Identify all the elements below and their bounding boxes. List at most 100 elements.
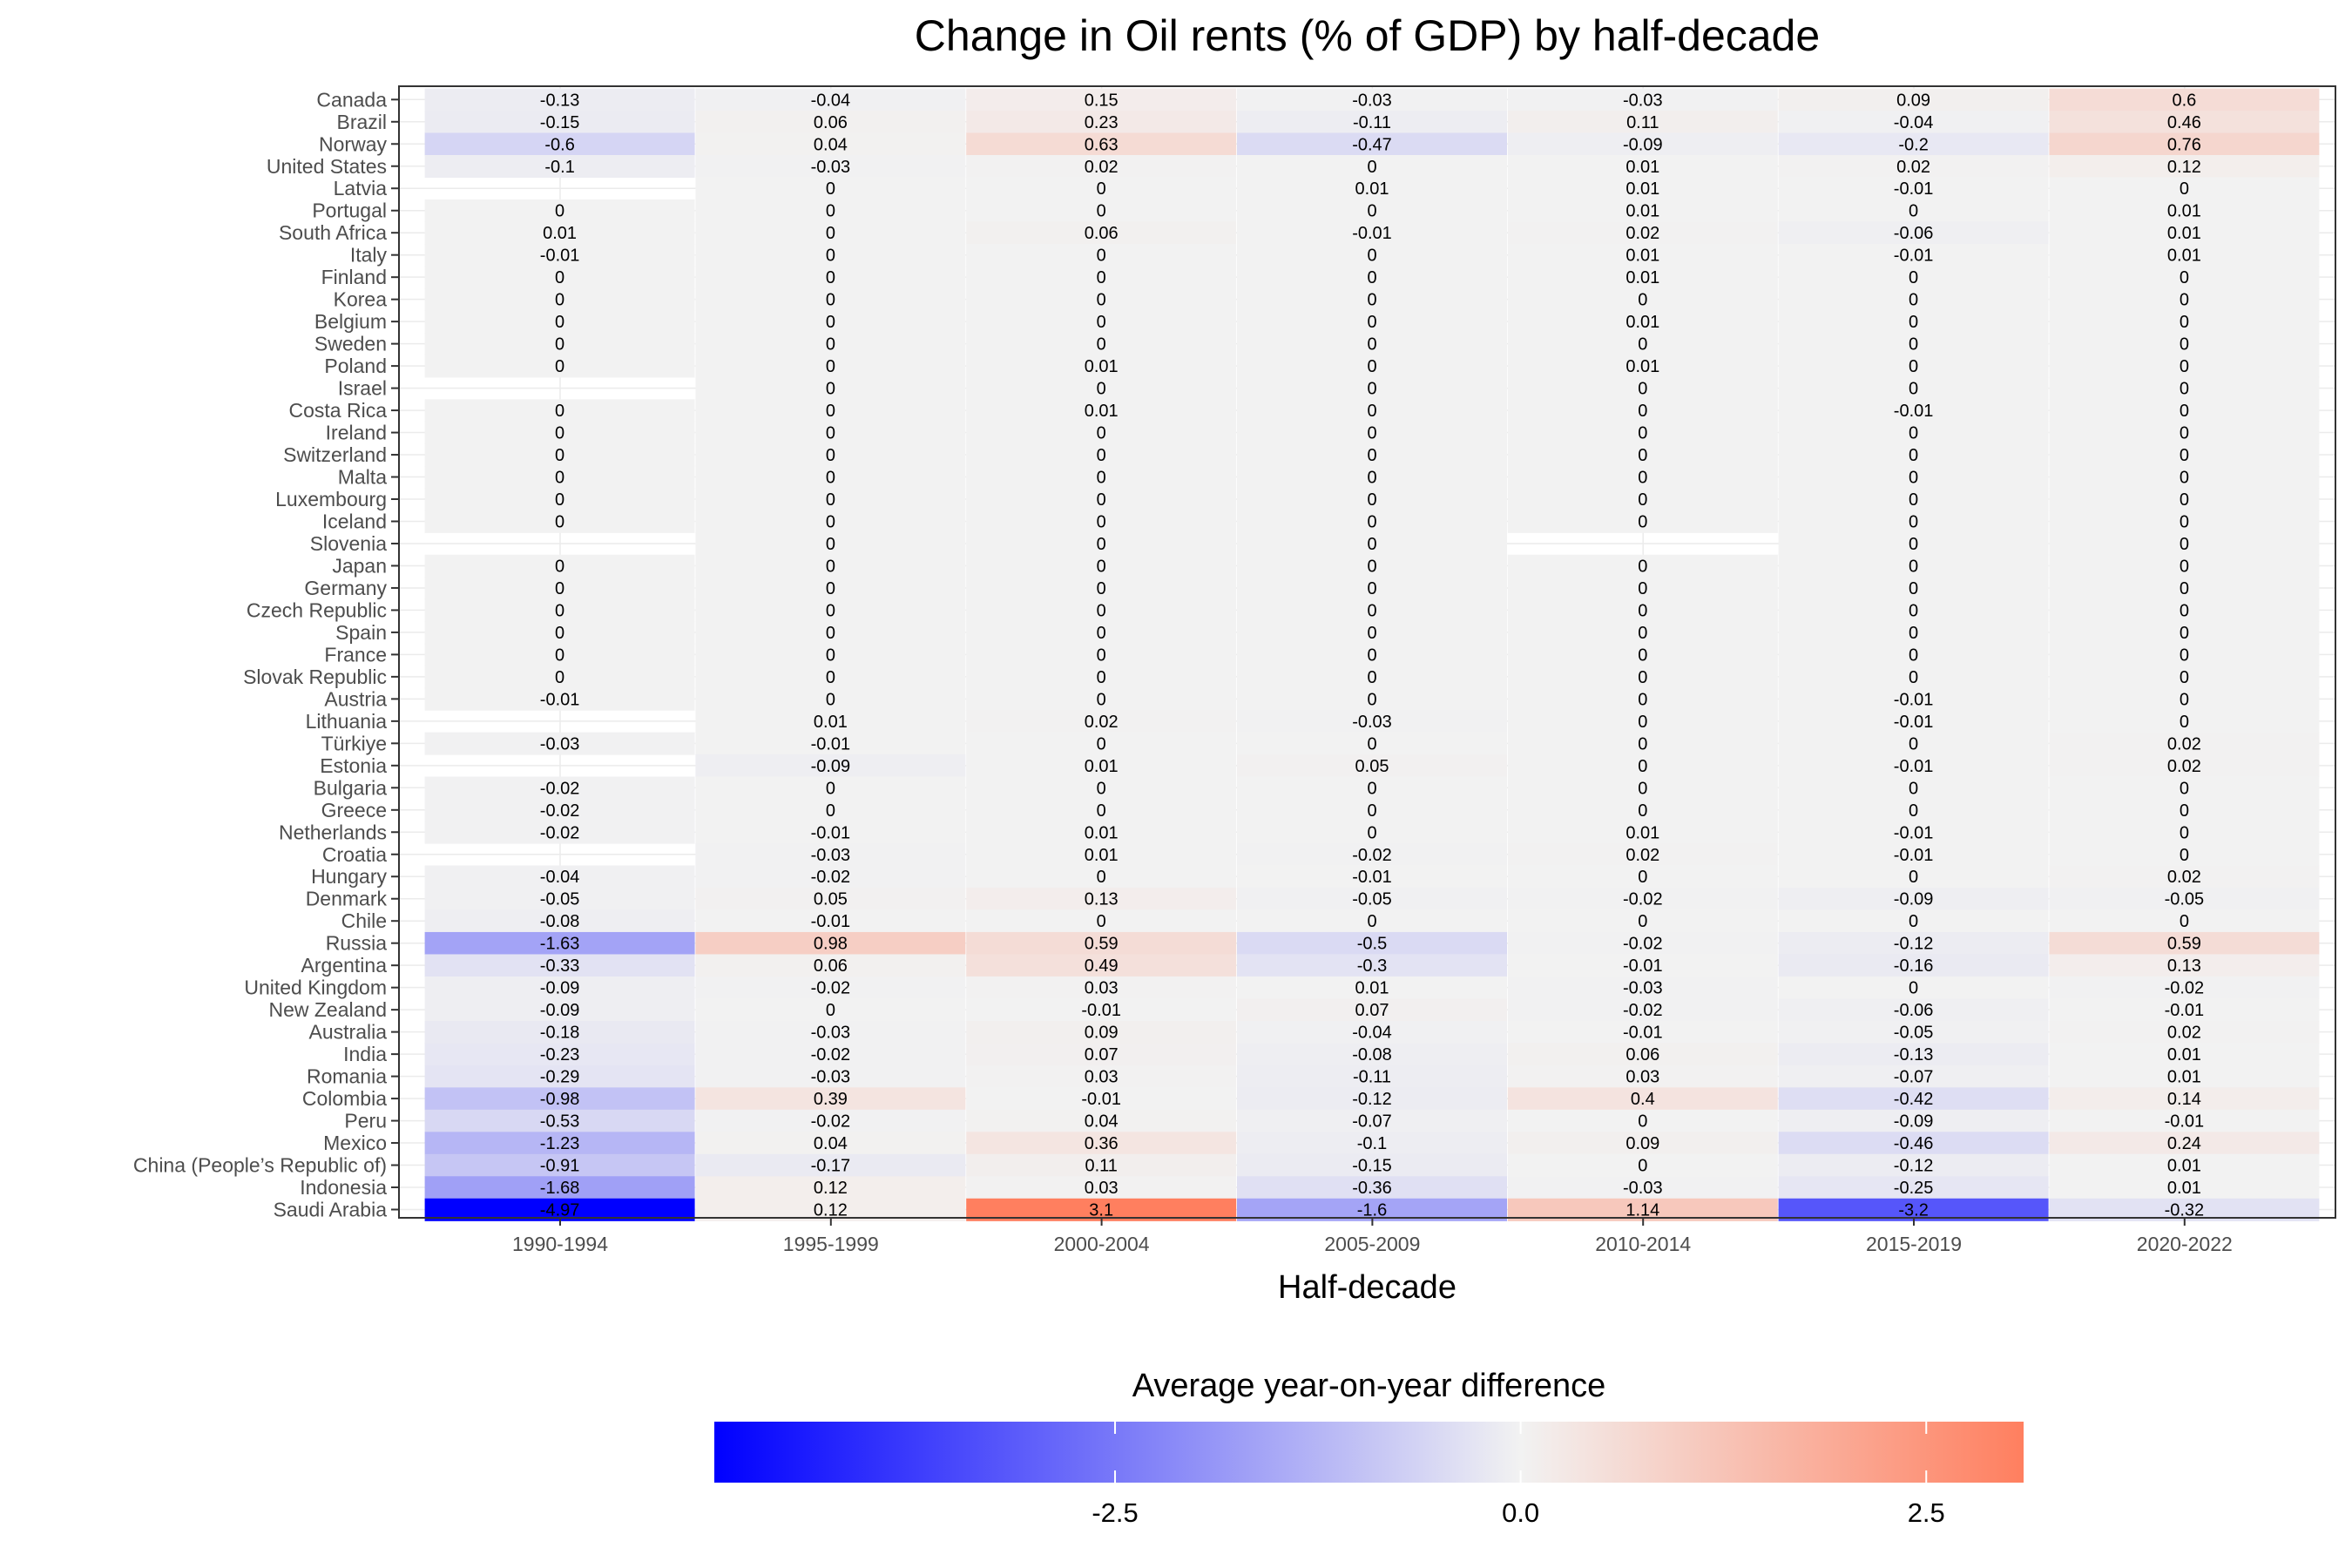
heatmap-cell [2049, 1020, 2320, 1044]
cell-value-label: -0.01 [1894, 402, 1934, 421]
heatmap-cell [966, 799, 1237, 822]
heatmap-cell [1778, 931, 2049, 956]
cell-value-label: 0 [826, 446, 835, 465]
cell-value-label: 0 [555, 469, 564, 488]
heatmap-cell [424, 887, 695, 911]
y-tick-label: Romania [307, 1065, 387, 1088]
cell-value-label: 0 [826, 224, 835, 243]
heatmap-cell [1237, 355, 1507, 378]
cell-value-label: -0.11 [1353, 1068, 1391, 1087]
cell-value-label: -0.29 [540, 1068, 580, 1087]
cell-value-label: 0.07 [1085, 1045, 1119, 1064]
x-tick-label: 1990-1994 [512, 1233, 608, 1255]
cell-value-label: 0 [2180, 357, 2189, 376]
heatmap-cell [2049, 1176, 2320, 1200]
cell-value-label: 0.04 [814, 1134, 848, 1153]
heatmap-cell [2049, 399, 2320, 422]
heatmap-cell [1237, 598, 1507, 622]
cell-value-label: 0 [1638, 380, 1647, 399]
cell-value-label: 0.01 [1085, 846, 1119, 865]
cell-value-label: 0 [555, 557, 564, 576]
cell-value-label: 0 [1097, 557, 1106, 576]
y-tick-label: United States [267, 155, 387, 178]
cell-value-label: -1.23 [540, 1134, 580, 1153]
cell-value-label: 0 [1909, 557, 1918, 576]
heatmap-cell [695, 931, 966, 956]
heatmap-cell [424, 554, 695, 578]
y-tick-label: Slovenia [310, 532, 387, 555]
cell-value-label: 0 [826, 779, 835, 798]
cell-value-label: 0 [826, 424, 835, 443]
cell-value-label: 0.06 [814, 956, 848, 976]
cell-value-label: 0 [1909, 579, 1918, 598]
cell-value-label: 0 [1638, 912, 1647, 931]
cell-value-label: -3.2 [1898, 1201, 1928, 1220]
cell-value-label: 0 [1909, 601, 1918, 620]
heatmap-cell [424, 1109, 695, 1132]
heatmap-cell [695, 376, 966, 400]
cell-value-label: 0 [1638, 335, 1647, 355]
heatmap-cell [1237, 465, 1507, 489]
cell-value-label: 0 [1367, 268, 1376, 287]
cell-value-label: 0.14 [2167, 1090, 2201, 1109]
heatmap-cell [424, 865, 695, 889]
heatmap-cell [695, 1064, 966, 1088]
heatmap-cell [695, 111, 966, 134]
cell-value-label: -0.04 [1352, 1024, 1392, 1043]
heatmap-cell [1507, 821, 1778, 844]
cell-value-label: 0.36 [1085, 1134, 1119, 1153]
x-axis: 1990-1994 1995-1999 2000-2004 2005-2009 2010… [512, 1218, 2233, 1255]
heatmap-cell [424, 687, 695, 711]
heatmap-cell [966, 488, 1237, 511]
heatmap-cell [2049, 843, 2320, 867]
heatmap-cell [695, 421, 966, 444]
cell-value-label: -1.6 [1357, 1201, 1387, 1220]
heatmap-cell [966, 111, 1237, 134]
cell-value-label: 0.02 [2167, 868, 2201, 887]
cell-value-label: -0.03 [811, 158, 851, 177]
cell-value-label: 0.07 [1355, 1001, 1389, 1020]
cell-value-label: 0 [826, 1001, 835, 1020]
heatmap-cell [424, 976, 695, 1000]
y-tick-label: Denmark [306, 888, 388, 910]
heatmap-cell [1778, 887, 2049, 911]
heatmap-cell [1778, 510, 2049, 533]
cell-value-label: -0.07 [1894, 1068, 1934, 1087]
cell-value-label: 0.01 [2167, 202, 2201, 221]
heatmap-cell [1507, 1176, 1778, 1200]
cell-value-label: 0 [555, 202, 564, 221]
heatmap-cells [424, 88, 2320, 1221]
heatmap-cell [1237, 687, 1507, 711]
cell-value-label: 0 [1638, 624, 1647, 643]
cell-value-label: 0 [1638, 446, 1647, 465]
heatmap-cell [966, 754, 1237, 778]
heatmap-cell [1507, 799, 1778, 822]
cell-value-label: -0.12 [1352, 1090, 1392, 1109]
heatmap-cell [2049, 532, 2320, 556]
heatmap-cell [966, 1132, 1237, 1155]
cell-value-label: 0 [2180, 512, 2189, 531]
cell-value-label: 0 [2180, 846, 2189, 865]
heatmap-cell [1778, 621, 2049, 645]
y-tick-label: Greece [321, 799, 387, 821]
heatmap-cell [1778, 577, 2049, 600]
cell-value-label: 0 [1909, 202, 1918, 221]
heatmap-cell [2049, 199, 2320, 223]
heatmap-cell [966, 465, 1237, 489]
cell-value-label: 0 [1097, 335, 1106, 355]
heatmap-cell [966, 998, 1237, 1022]
cell-value-label: 0 [2180, 557, 2189, 576]
heatmap-cell [695, 998, 966, 1022]
heatmap-cell [695, 332, 966, 355]
cell-value-label: 0 [1909, 868, 1918, 887]
heatmap-cell [1507, 111, 1778, 134]
cell-value-label: 0 [1097, 535, 1106, 554]
heatmap-cell [966, 843, 1237, 867]
heatmap-cell [2049, 88, 2320, 112]
heatmap-cell [2049, 554, 2320, 578]
heatmap-cell [695, 355, 966, 378]
cell-value-label: 0 [826, 202, 835, 221]
heatmap-cell [1507, 666, 1778, 689]
heatmap-cell [424, 732, 695, 755]
heatmap-cell [1507, 88, 1778, 112]
